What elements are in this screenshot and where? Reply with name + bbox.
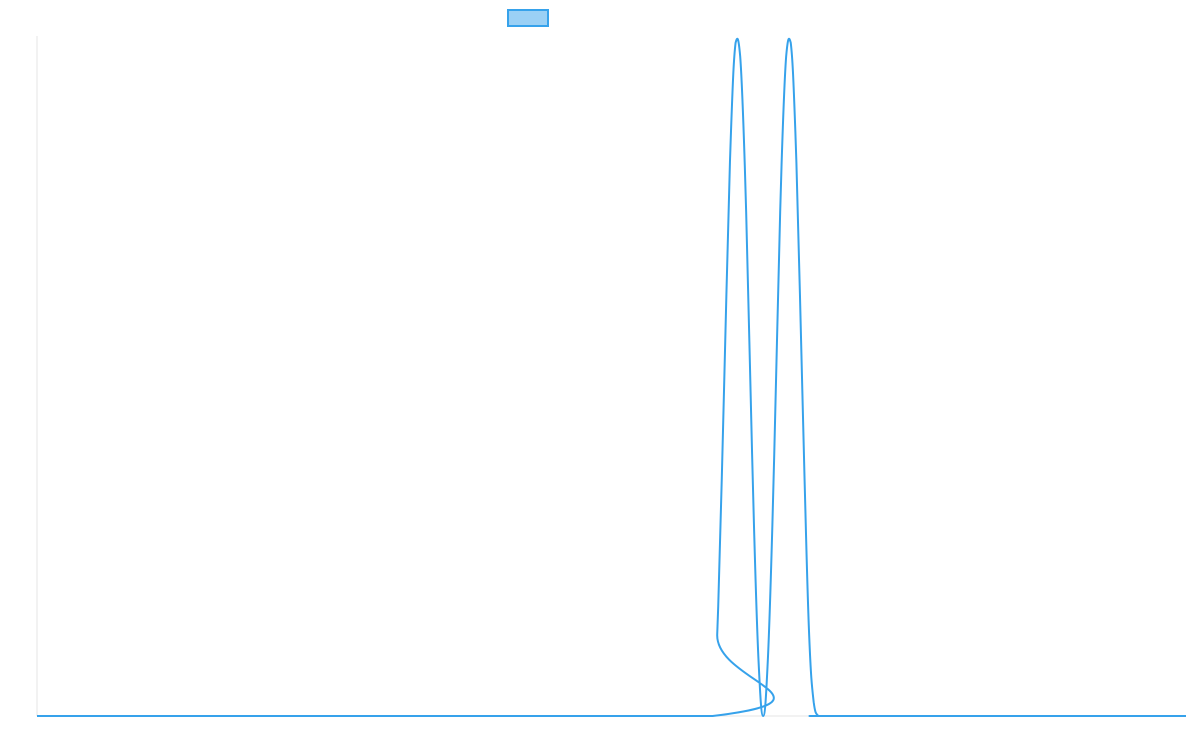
series-layer (37, 37, 1186, 718)
legend[interactable] (507, 9, 549, 27)
legend-swatch[interactable] (507, 9, 549, 27)
series-line-0 (37, 37, 1186, 718)
axes (36, 36, 1186, 717)
